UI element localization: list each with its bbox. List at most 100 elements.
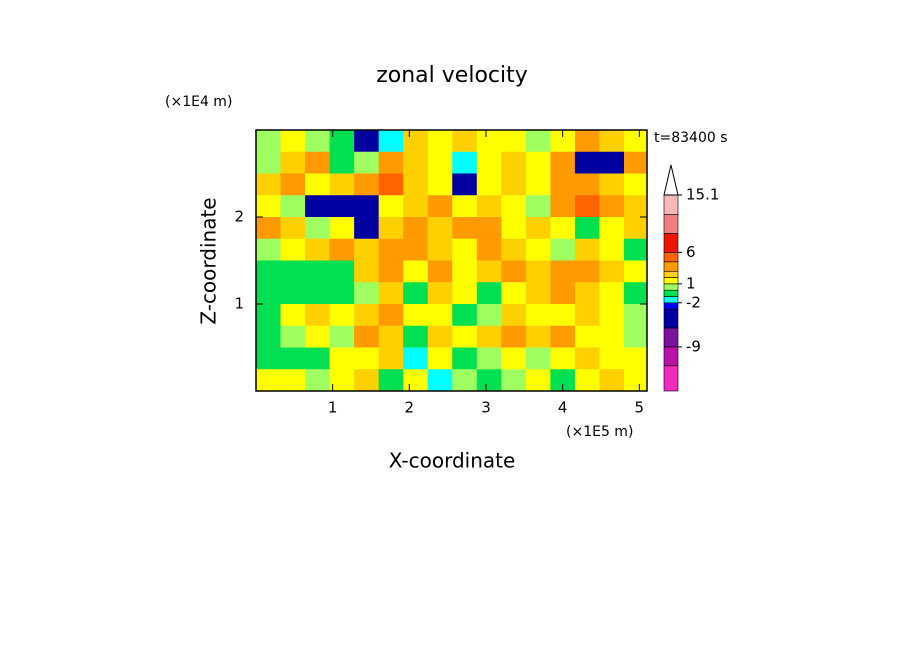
contour-cell	[624, 304, 648, 327]
contour-cell	[452, 151, 478, 174]
contour-cell	[378, 217, 404, 240]
colorbar-band	[663, 277, 679, 285]
contour-cell	[427, 260, 453, 283]
contour-cell	[624, 347, 648, 370]
contour-cell	[501, 151, 527, 174]
x-unit-label: (×1E5 m)	[566, 424, 633, 440]
contour-cell	[329, 130, 355, 153]
colorbar-tick-label: 6	[686, 243, 696, 261]
contour-cell	[550, 130, 576, 153]
x-tick-label: 1	[328, 399, 338, 417]
contour-cell	[501, 282, 527, 305]
contour-cell	[378, 304, 404, 327]
contour-cell	[574, 304, 600, 327]
x-tick-label: 3	[481, 399, 491, 417]
contour-cell	[550, 260, 576, 283]
contour-cell	[354, 304, 380, 327]
contour-cell	[574, 260, 600, 283]
contour-cell	[624, 260, 648, 283]
contour-cell	[452, 130, 478, 153]
contour-cell	[378, 238, 404, 261]
contour-cell	[403, 260, 429, 283]
contour-cell	[280, 151, 306, 174]
contour-cell	[525, 304, 551, 327]
contour-cell	[476, 347, 502, 370]
contour-cell	[525, 217, 551, 240]
contour-cell	[525, 369, 551, 392]
contour-cell	[329, 282, 355, 305]
contour-cell	[354, 282, 380, 305]
contour-cell	[525, 173, 551, 196]
y-tick-label: 1	[234, 295, 244, 313]
contour-cell	[329, 369, 355, 392]
contour-cell	[305, 195, 331, 218]
contour-cell	[378, 130, 404, 153]
contour-cell	[574, 195, 600, 218]
contour-cell	[525, 195, 551, 218]
contour-cell	[476, 151, 502, 174]
contour-cell	[525, 282, 551, 305]
contour-cell	[378, 347, 404, 370]
contour-cell	[550, 238, 576, 261]
contour-cell	[452, 325, 478, 348]
colorbar-tick-label: -2	[686, 293, 701, 311]
contour-cell	[280, 173, 306, 196]
contour-cell	[403, 217, 429, 240]
contour-cell	[476, 369, 502, 392]
contour-cell	[501, 130, 527, 153]
colorbar-band	[663, 261, 679, 272]
colorbar-band	[663, 194, 679, 215]
contour-cell	[525, 130, 551, 153]
contour-cell	[403, 304, 429, 327]
contour-cell	[574, 173, 600, 196]
contour-cell	[624, 130, 648, 153]
axes: 1 2 3 4 5 1 2	[234, 129, 648, 417]
y-axis-title: Z-coordinate	[197, 197, 221, 324]
contour-field	[256, 130, 648, 392]
contour-cell	[280, 217, 306, 240]
contour-cell	[624, 173, 648, 196]
contour-cell	[624, 325, 648, 348]
contour-cell	[501, 260, 527, 283]
contour-cell	[403, 238, 429, 261]
contour-cell	[624, 195, 648, 218]
contour-cell	[280, 130, 306, 153]
contour-cell	[305, 304, 331, 327]
contour-cell	[550, 173, 576, 196]
x-tick-label: 2	[405, 399, 415, 417]
contour-cell	[354, 130, 380, 153]
contour-cell	[501, 238, 527, 261]
contour-cell	[452, 282, 478, 305]
x-axis-title: X-coordinate	[389, 449, 516, 473]
contour-cell	[624, 217, 648, 240]
contour-cell	[280, 282, 306, 305]
contour-cell	[280, 347, 306, 370]
plot-frame	[255, 129, 648, 392]
colorbar-band	[663, 302, 679, 310]
contour-cell	[501, 195, 527, 218]
contour-cell	[574, 282, 600, 305]
colorbar-band	[663, 214, 679, 234]
contour-cell	[329, 238, 355, 261]
contour-cell	[599, 304, 625, 327]
contour-cell	[427, 173, 453, 196]
contour-cell	[476, 260, 502, 283]
contour-cell	[476, 217, 502, 240]
colorbar-band	[663, 346, 679, 367]
contour-cell	[305, 369, 331, 392]
contour-cell	[256, 369, 282, 392]
colorbar-band	[663, 283, 679, 291]
contour-cell	[378, 151, 404, 174]
contour-cell	[550, 151, 576, 174]
contour-cell	[329, 347, 355, 370]
contour-cell	[476, 130, 502, 153]
colorbar-band	[663, 308, 679, 329]
contour-cell	[599, 260, 625, 283]
contour-cell	[256, 304, 282, 327]
contour-cell	[427, 282, 453, 305]
contour-cell	[452, 260, 478, 283]
contour-cell	[256, 347, 282, 370]
contour-cell	[403, 282, 429, 305]
contour-cell	[354, 369, 380, 392]
